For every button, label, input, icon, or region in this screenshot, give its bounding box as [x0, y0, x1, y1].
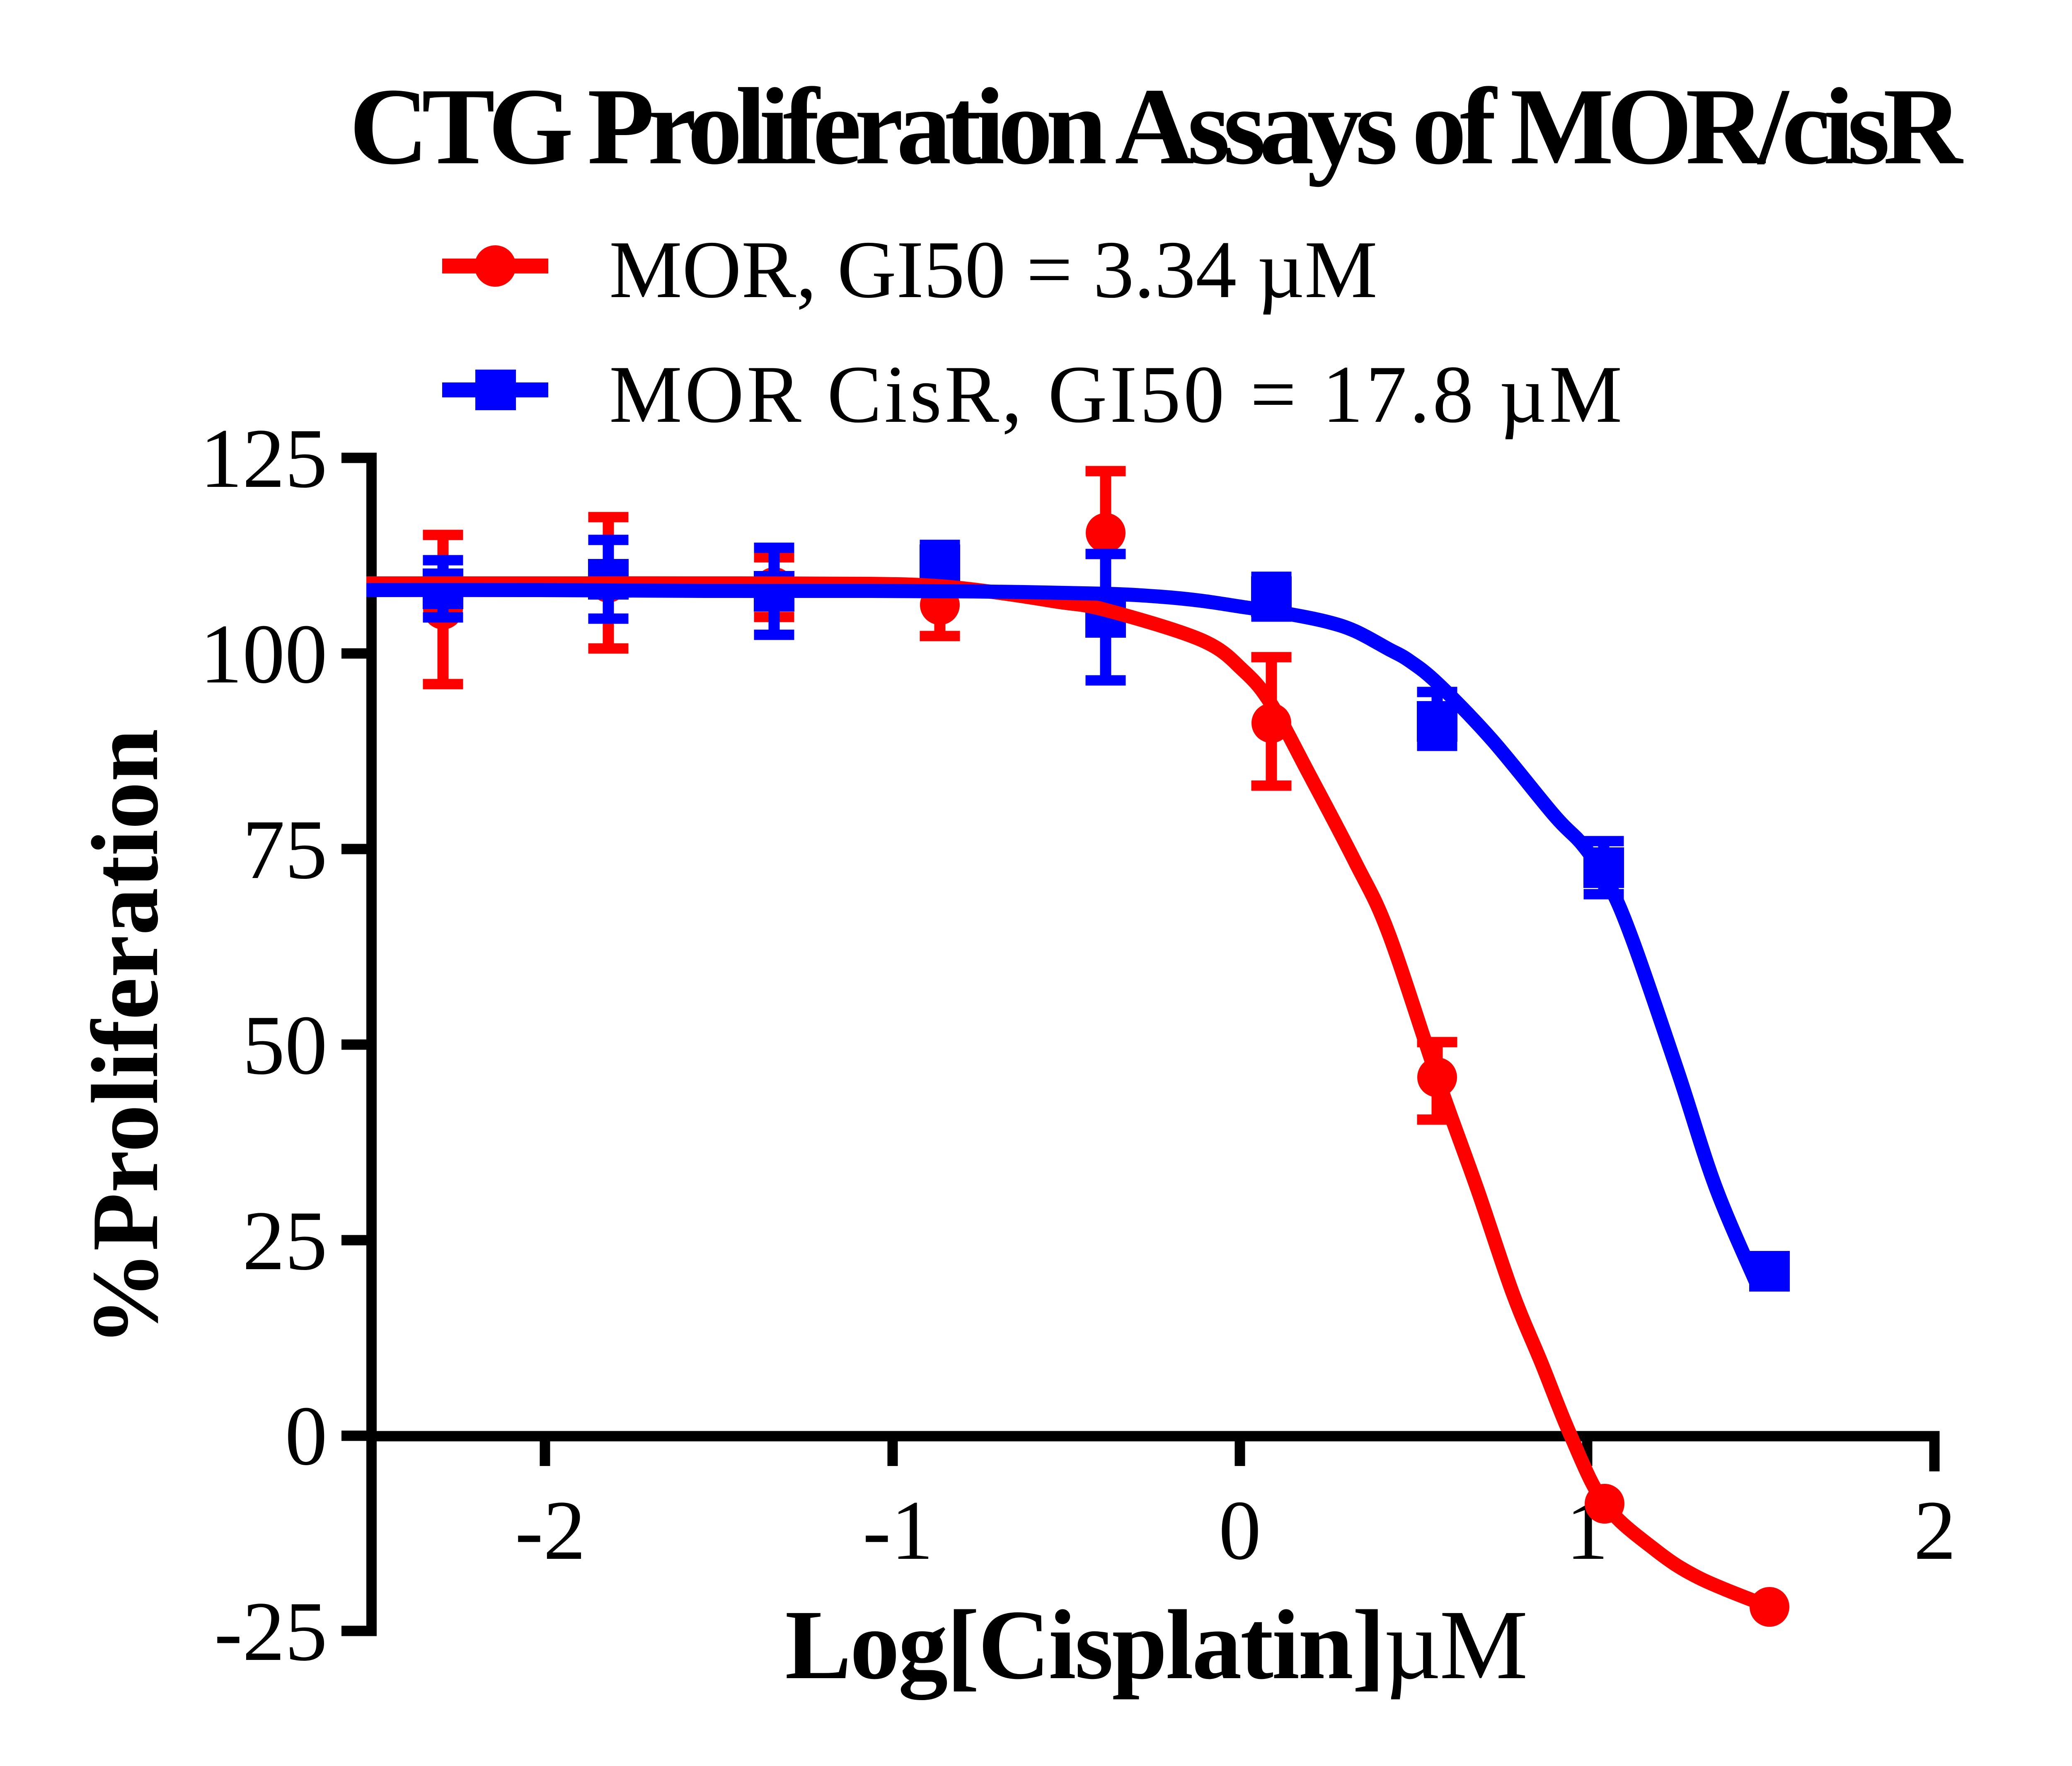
svg-text:-1: -1	[863, 1483, 934, 1577]
svg-text:0: 0	[1219, 1483, 1261, 1577]
svg-text:Log[Cisplatin]µM: Log[Cisplatin]µM	[785, 1589, 1526, 1700]
svg-text:%Proliferation: %Proliferation	[72, 729, 178, 1346]
svg-text:MOR, GI50 = 3.34 µM: MOR, GI50 = 3.34 µM	[609, 224, 1377, 315]
svg-text:75: 75	[242, 803, 327, 897]
svg-text:100: 100	[200, 607, 328, 701]
svg-text:CTG Proliferation Assays of MO: CTG Proliferation Assays of MOR/cisR	[349, 66, 1964, 187]
svg-text:25: 25	[242, 1194, 327, 1288]
svg-text:2: 2	[1914, 1483, 1956, 1577]
svg-text:-25: -25	[214, 1585, 327, 1679]
svg-text:-2: -2	[515, 1483, 586, 1577]
svg-text:125: 125	[200, 411, 328, 506]
svg-text:0: 0	[285, 1389, 328, 1483]
svg-text:MOR CisR, GI50 = 17.8 µM: MOR CisR, GI50 = 17.8 µM	[609, 349, 1625, 440]
svg-text:50: 50	[242, 998, 327, 1092]
